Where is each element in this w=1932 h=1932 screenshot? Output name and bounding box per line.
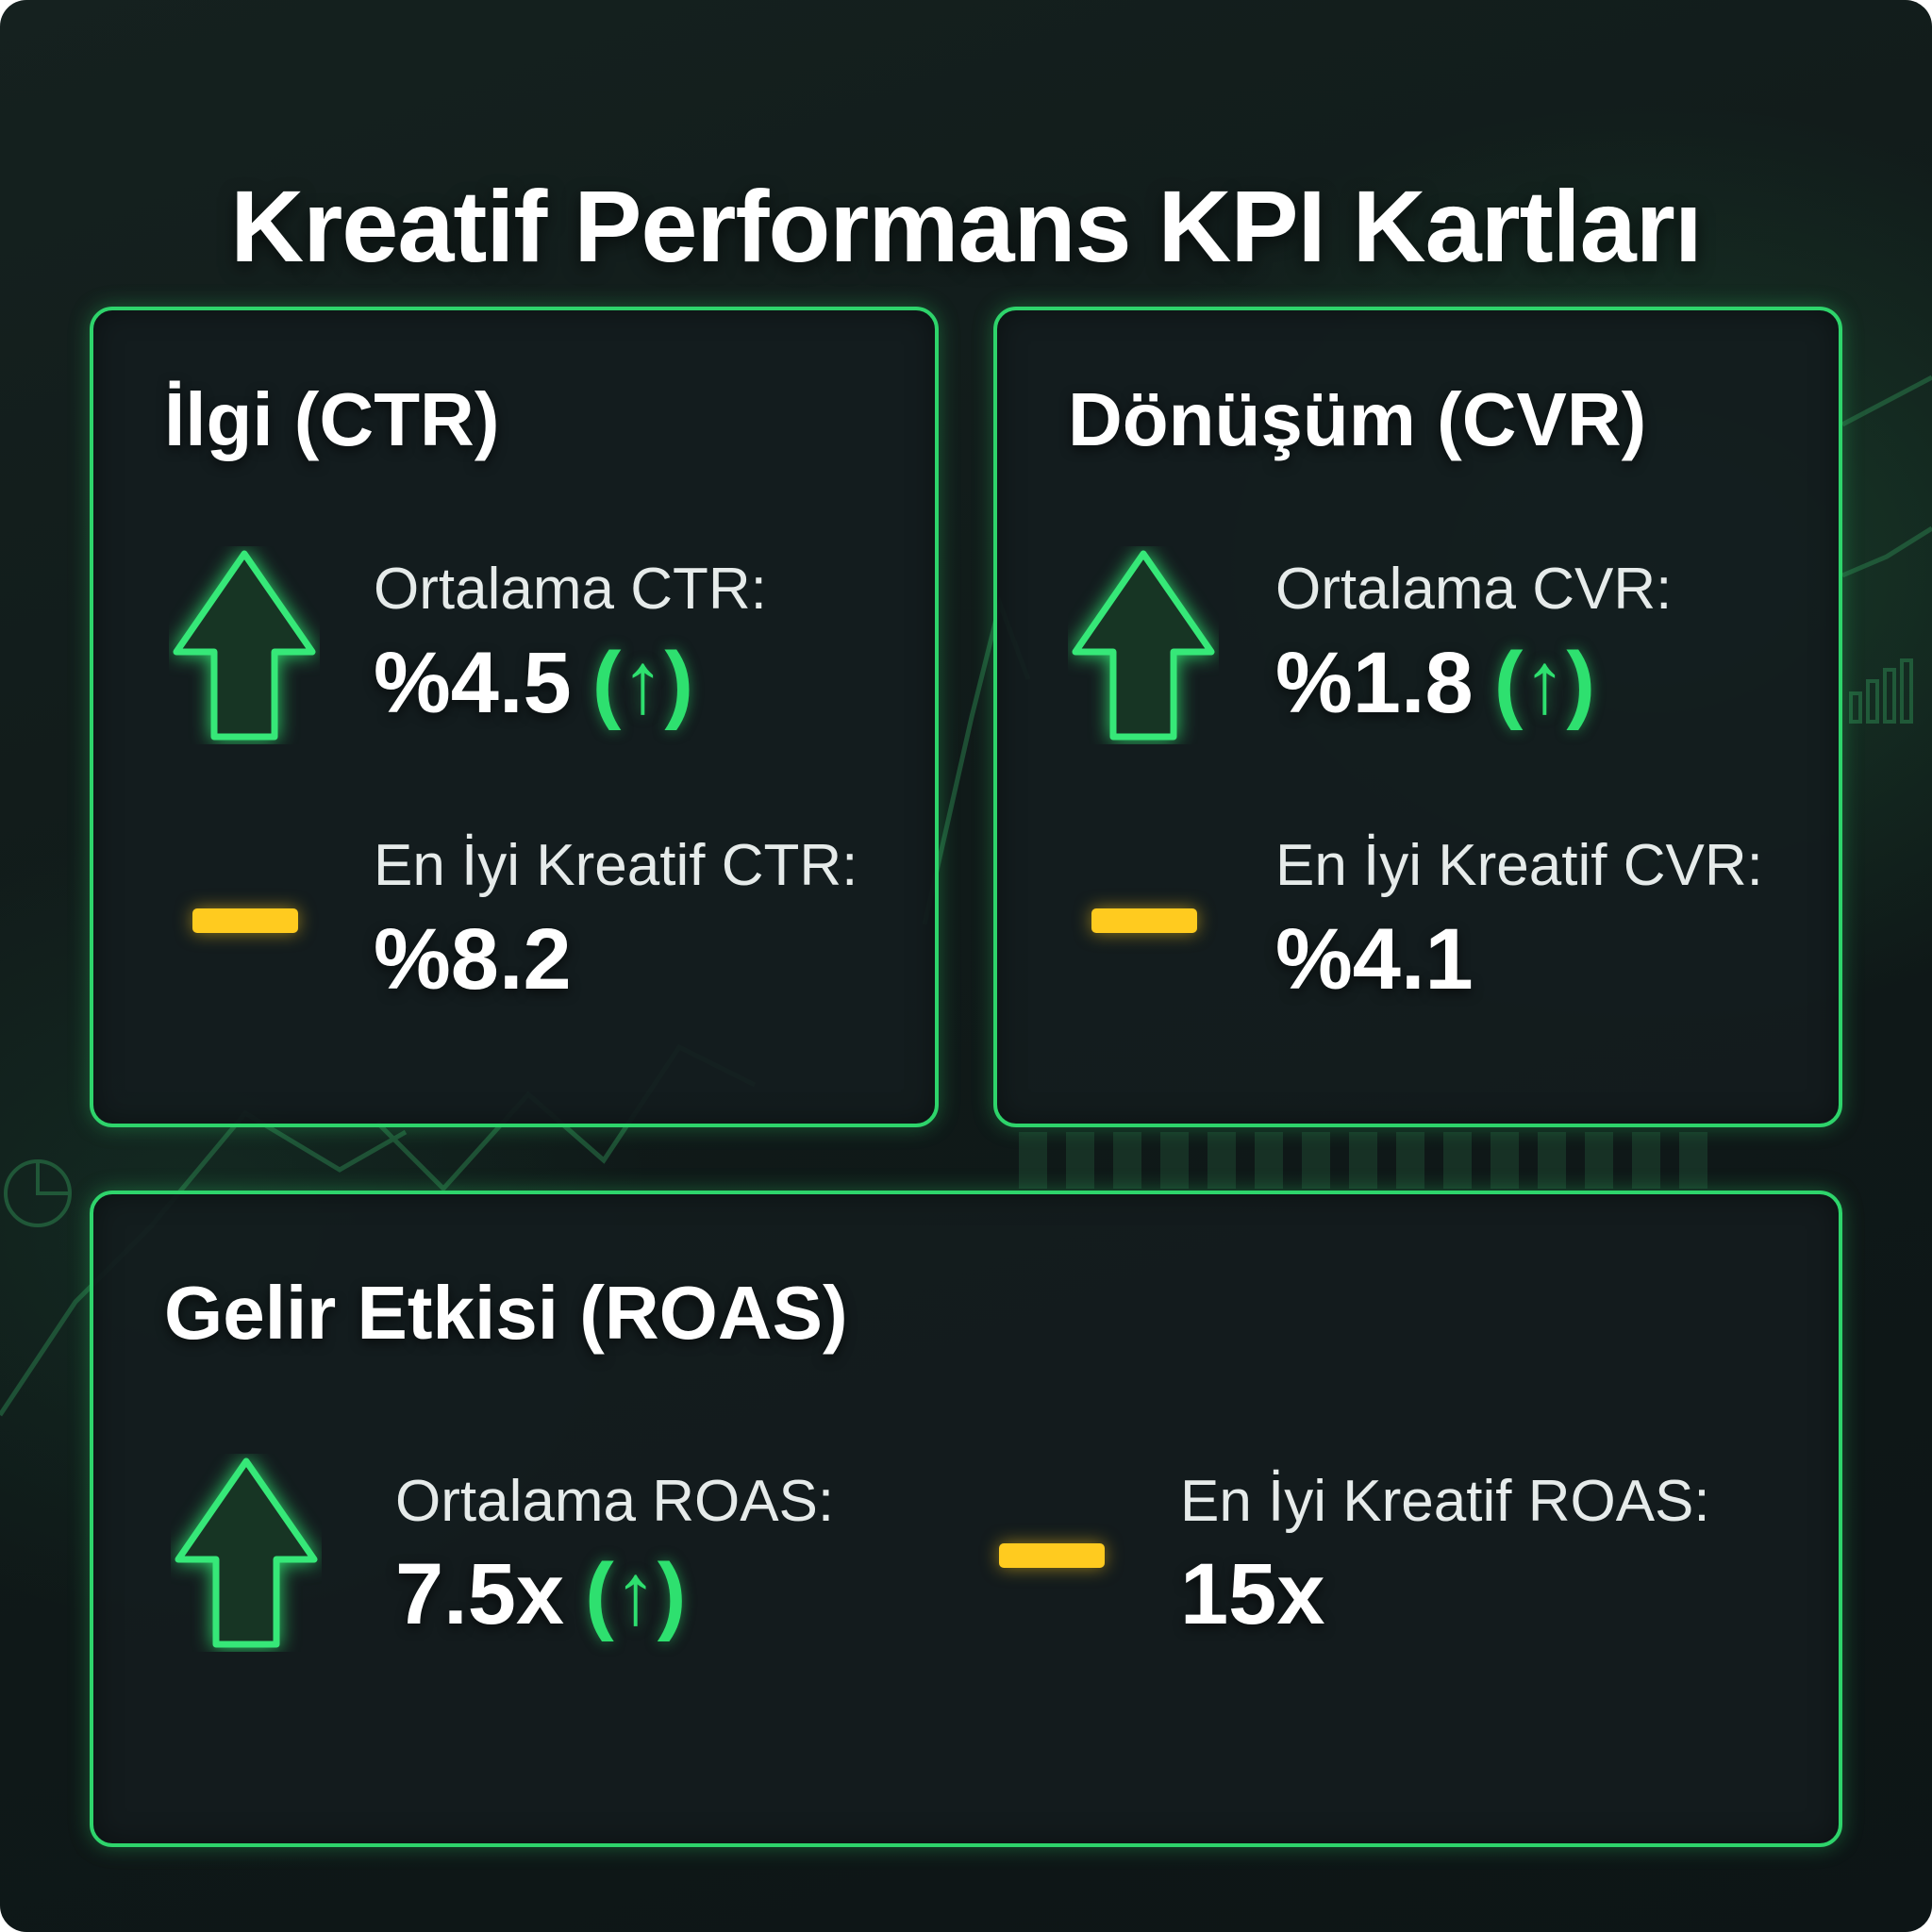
arrow-up-icon bbox=[1068, 546, 1219, 744]
best-roas-value: 15x bbox=[1180, 1546, 1325, 1642]
cvr-card: Dönüşüm (CVR) Ortalama CVR: %1.8 (↑) En İ… bbox=[993, 307, 1842, 1127]
value-text: %4.5 bbox=[374, 635, 572, 731]
value-text: 7.5x bbox=[395, 1546, 565, 1642]
card-title: Dönüşüm (CVR) bbox=[1068, 377, 1647, 461]
average-cvr-label: Ortalama CVR: bbox=[1275, 557, 1673, 622]
dash-icon bbox=[1091, 908, 1197, 933]
average-roas-value: 7.5x (↑) bbox=[395, 1545, 686, 1644]
best-ctr-value: %8.2 bbox=[374, 911, 572, 1008]
card-title: İlgi (CTR) bbox=[164, 377, 500, 461]
value-text: %1.8 bbox=[1275, 635, 1474, 731]
ctr-card: İlgi (CTR) Ortalama CTR: %4.5 (↑) En İyi … bbox=[90, 307, 939, 1127]
arrow-up-icon bbox=[169, 546, 320, 744]
roas-card: Gelir Etkisi (ROAS) Ortalama ROAS: 7.5x(… bbox=[90, 1191, 1842, 1847]
trend-up-indicator: (↑) bbox=[591, 635, 693, 731]
best-cvr-value: %4.1 bbox=[1275, 911, 1474, 1008]
best-cvr-label: En İyi Kreatif CVR: bbox=[1275, 833, 1763, 898]
best-roas-label: En İyi Kreatif ROAS: bbox=[1180, 1469, 1710, 1534]
average-ctr-value: %4.5 (↑) bbox=[374, 634, 693, 733]
average-cvr-value: %1.8 (↑) bbox=[1275, 634, 1595, 733]
card-title: Gelir Etkisi (ROAS) bbox=[164, 1271, 848, 1355]
dash-icon bbox=[192, 908, 298, 933]
trend-up-indicator: (↑) bbox=[1493, 635, 1595, 731]
page-title: Kreatif Performans KPI Kartları bbox=[230, 169, 1703, 284]
arrow-up-icon bbox=[171, 1454, 322, 1652]
average-ctr-label: Ortalama CTR: bbox=[374, 557, 767, 622]
average-roas-label: Ortalama ROAS: bbox=[395, 1469, 835, 1534]
trend-up-indicator: (↑) bbox=[585, 1546, 687, 1642]
dash-icon bbox=[999, 1543, 1105, 1568]
best-ctr-label: En İyi Kreatif CTR: bbox=[374, 833, 858, 898]
